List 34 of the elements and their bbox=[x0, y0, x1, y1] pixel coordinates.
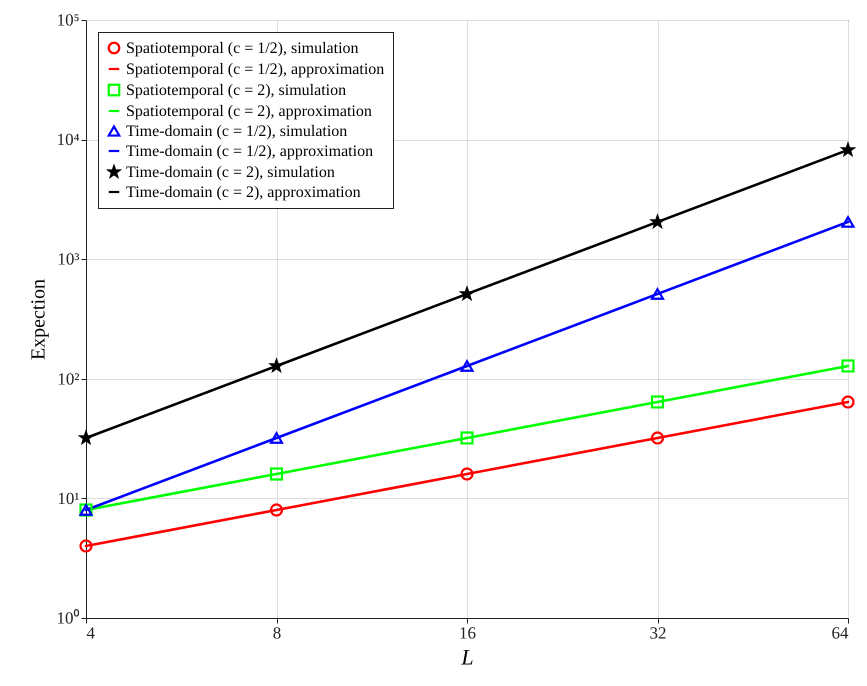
x-tick-label: 4 bbox=[86, 624, 96, 642]
point bbox=[841, 395, 855, 409]
point bbox=[270, 503, 284, 517]
point bbox=[79, 539, 93, 553]
y-axis-title: Expection bbox=[28, 278, 50, 360]
y-tick-label: 10⁴ bbox=[56, 130, 80, 150]
legend-label: Spatiotemporal (c = 1/2), approximation bbox=[126, 61, 384, 78]
point bbox=[650, 395, 664, 409]
point bbox=[270, 467, 284, 481]
y-tick-label: 10¹ bbox=[57, 488, 80, 508]
legend-label: Spatiotemporal (c = 2), approximation bbox=[126, 103, 372, 120]
point bbox=[460, 360, 474, 372]
point bbox=[270, 432, 284, 444]
x-tick-label: 64 bbox=[832, 624, 849, 642]
point bbox=[460, 467, 474, 481]
x-axis-title: L bbox=[460, 644, 474, 670]
legend-label: Time-domain (c = 2), approximation bbox=[126, 184, 361, 201]
legend-label: Time-domain (c = 1/2), simulation bbox=[126, 123, 348, 140]
y-tick-label: 10⁰ bbox=[56, 608, 80, 628]
point bbox=[650, 288, 664, 300]
legend-label: Spatiotemporal (c = 2), simulation bbox=[126, 82, 346, 99]
y-tick-label: 10⁵ bbox=[56, 10, 80, 30]
legend-label: Time-domain (c = 2), simulation bbox=[126, 164, 335, 181]
legend-label: Time-domain (c = 1/2), approximation bbox=[126, 143, 374, 160]
point bbox=[460, 431, 474, 445]
point bbox=[841, 216, 855, 228]
x-tick-label: 8 bbox=[272, 624, 282, 642]
legend-label: Spatiotemporal (c = 1/2), simulation bbox=[126, 40, 359, 57]
x-tick-label: 16 bbox=[459, 624, 476, 642]
y-tick-label: 10² bbox=[57, 369, 80, 388]
y-tick-label: 10³ bbox=[57, 250, 80, 269]
point bbox=[650, 431, 664, 445]
x-tick-label: 32 bbox=[650, 624, 666, 642]
point bbox=[841, 359, 855, 373]
